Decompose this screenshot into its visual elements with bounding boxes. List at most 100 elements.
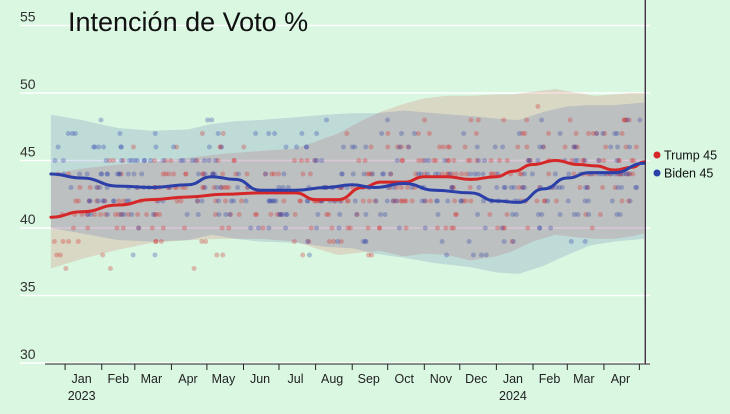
- poll-dot-trump: [577, 185, 583, 190]
- poll-dot-trump: [362, 158, 368, 163]
- poll-dot-biden: [215, 131, 221, 136]
- poll-dot-biden: [422, 225, 428, 231]
- poll-dot-biden: [256, 225, 261, 231]
- poll-dot-biden: [189, 158, 195, 163]
- poll-dot-biden: [378, 212, 383, 217]
- poll-dot-trump: [236, 212, 242, 217]
- poll-dot-biden: [573, 144, 578, 150]
- poll-dot-biden: [84, 171, 90, 177]
- poll-dot-biden: [615, 185, 621, 190]
- poll-dot-biden: [283, 225, 289, 231]
- y-tick-label: 55: [20, 9, 36, 25]
- poll-dot-trump: [312, 158, 318, 163]
- poll-dot-biden: [206, 144, 212, 150]
- poll-dot-biden: [104, 171, 110, 177]
- poll-dot-biden: [586, 212, 592, 217]
- poll-dot-biden: [565, 198, 571, 204]
- x-tick-label: Aug: [321, 372, 343, 386]
- y-tick-label: 50: [20, 76, 36, 92]
- x-tick-label: Jan: [503, 372, 523, 386]
- x-tick-label: Oct: [394, 372, 414, 386]
- poll-dot-trump: [616, 158, 622, 163]
- poll-dot-biden: [411, 131, 417, 136]
- poll-dot-biden: [105, 212, 111, 217]
- poll-dot-trump: [612, 185, 618, 190]
- poll-dot-trump: [252, 212, 258, 217]
- poll-dot-trump: [445, 158, 451, 163]
- poll-dot-biden: [335, 239, 341, 244]
- poll-dot-trump: [75, 239, 81, 244]
- poll-dot-biden: [476, 185, 482, 190]
- poll-dot-trump: [131, 144, 136, 150]
- poll-dot-trump: [398, 144, 404, 150]
- poll-dot-trump: [120, 225, 126, 231]
- poll-dot-biden: [380, 171, 385, 177]
- poll-dot-trump: [583, 212, 589, 217]
- poll-dot-trump: [135, 212, 141, 217]
- poll-dot-trump: [603, 144, 609, 150]
- poll-dot-trump: [244, 171, 250, 177]
- chart-title: Intención de Voto %: [68, 7, 308, 37]
- poll-dot-biden: [95, 198, 101, 204]
- poll-dot-trump: [163, 171, 169, 177]
- poll-dot-trump: [525, 158, 531, 163]
- poll-dot-biden: [501, 239, 507, 244]
- poll-dot-trump: [445, 144, 451, 150]
- poll-dot-biden: [574, 158, 580, 163]
- poll-dot-biden: [72, 131, 78, 136]
- poll-dot-biden: [623, 171, 629, 177]
- poll-dot-biden: [271, 198, 277, 204]
- poll-dot-trump: [629, 158, 635, 163]
- x-tick-label: Jul: [288, 372, 304, 386]
- poll-dot-trump: [200, 171, 206, 177]
- poll-dot-biden: [227, 212, 233, 217]
- poll-dot-trump: [501, 225, 506, 231]
- poll-dot-trump: [630, 171, 636, 177]
- poll-dot-trump: [541, 144, 546, 150]
- poll-dot-biden: [529, 171, 535, 177]
- poll-dot-biden: [510, 239, 516, 244]
- poll-dot-biden: [608, 144, 614, 150]
- poll-dot-biden: [470, 252, 476, 258]
- poll-dot-trump: [174, 198, 180, 204]
- poll-dot-trump: [519, 171, 524, 177]
- poll-dot-trump: [119, 212, 125, 217]
- poll-dot-biden: [406, 144, 412, 150]
- y-tick-label: 30: [20, 346, 36, 362]
- poll-dot-biden: [336, 225, 342, 231]
- poll-dot-biden: [352, 198, 358, 204]
- x-tick-label: Jan: [72, 372, 92, 386]
- poll-dot-trump: [487, 212, 493, 217]
- poll-dot-trump: [626, 198, 632, 204]
- poll-dot-biden: [559, 185, 565, 190]
- poll-dot-biden: [627, 144, 632, 150]
- x-tick-label: Mar: [573, 372, 595, 386]
- poll-dot-trump: [546, 131, 552, 136]
- poll-dot-trump: [473, 131, 479, 136]
- poll-dot-trump: [344, 198, 350, 204]
- poll-dot-trump: [451, 185, 457, 190]
- poll-dot-biden: [278, 212, 284, 217]
- poll-dot-trump: [331, 239, 337, 244]
- poll-dot-trump: [199, 239, 205, 244]
- poll-dot-biden: [304, 144, 310, 150]
- poll-dot-biden: [600, 131, 606, 136]
- poll-dot-trump: [426, 131, 432, 136]
- poll-dot-biden: [87, 198, 93, 204]
- poll-dot-trump: [600, 185, 605, 190]
- poll-dot-trump: [152, 212, 158, 217]
- poll-dot-trump: [369, 171, 374, 177]
- band-biden: [50, 102, 645, 274]
- poll-dot-biden: [85, 212, 91, 217]
- poll-dot-trump: [329, 225, 335, 231]
- poll-dot-biden: [248, 225, 254, 231]
- poll-dot-trump: [467, 158, 473, 163]
- poll-dot-biden: [362, 239, 368, 244]
- poll-dot-trump: [365, 171, 371, 177]
- poll-dot-biden: [582, 158, 588, 163]
- poll-dot-biden: [206, 158, 212, 163]
- poll-dot-trump: [403, 225, 409, 231]
- poll-dot-biden: [557, 212, 563, 217]
- poll-dot-biden: [111, 198, 117, 204]
- poll-dot-biden: [184, 212, 190, 217]
